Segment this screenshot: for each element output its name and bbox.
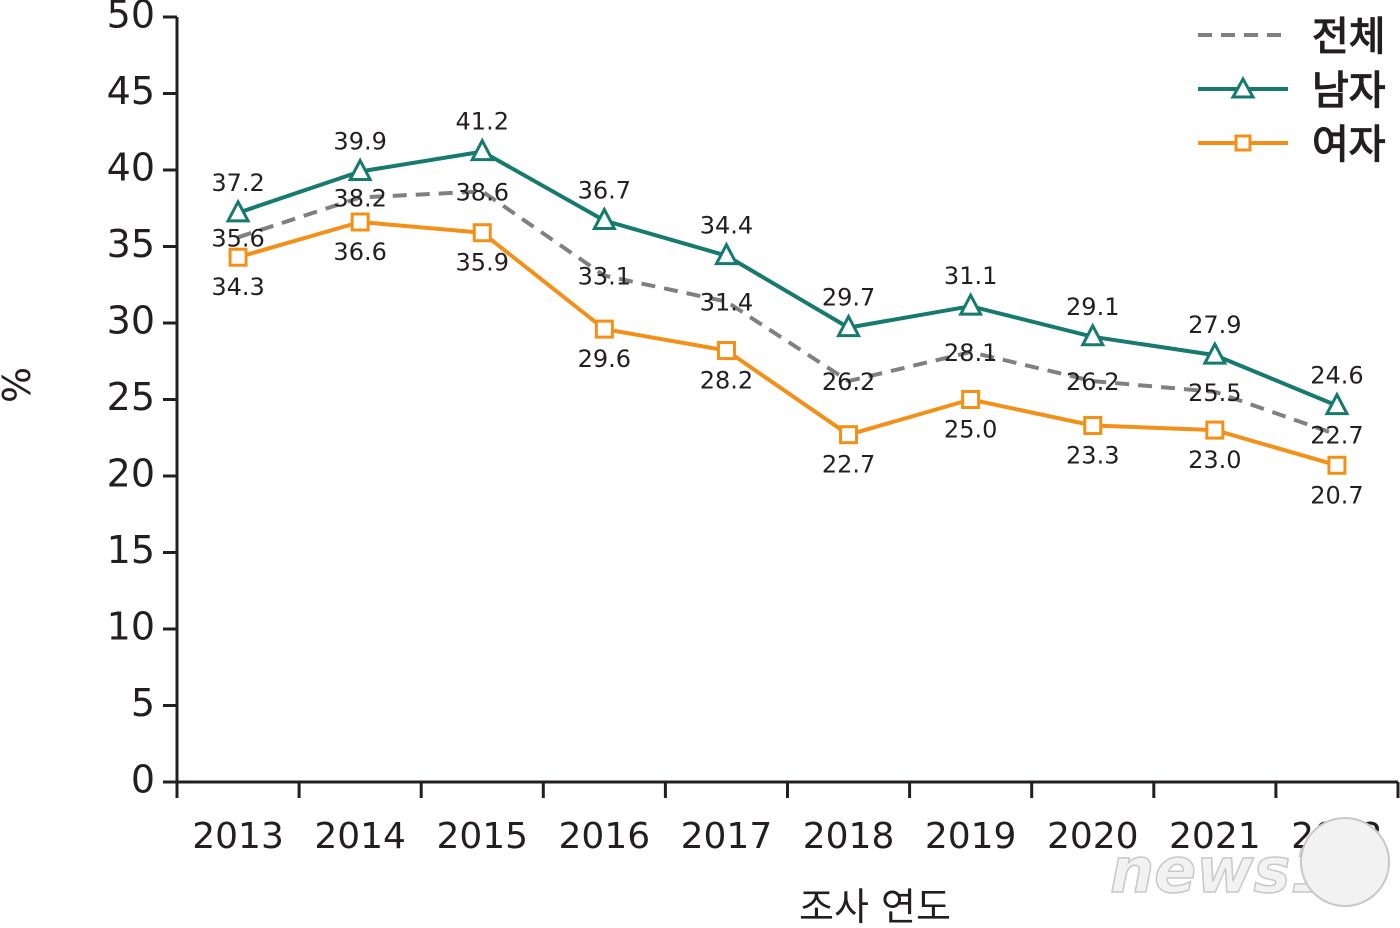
point-female [472,223,492,243]
point-female [1205,420,1225,440]
data-label-female: 29.6 [578,345,631,373]
data-labels: 35.6 38.2 38.6 33.1 31.4 26.2 28.1 26.2 25.5 22.7… [211,108,1363,510]
data-label-female: 25.0 [944,416,997,444]
data-label-total: 31.4 [700,289,753,317]
data-label-male: 41.2 [456,108,509,136]
legend-item-male: 남자 [1198,68,1386,114]
x-tick-label: 2013 [192,816,284,857]
data-label-total: 25.5 [1188,379,1241,407]
point-female [839,425,859,445]
x-tick-label: 2015 [436,816,528,857]
data-label-male: 27.9 [1188,311,1241,339]
x-tick-label: 2016 [559,816,651,857]
x-tick-label: 2014 [314,816,406,857]
news1-logo-text: news1 [1110,834,1334,907]
y-tick-label: 10 [107,605,155,649]
legend-label-total: 전체 [1312,14,1386,60]
point-female [716,341,736,361]
square-marker-icon [1234,134,1252,152]
data-label-male: 24.6 [1310,362,1363,390]
data-label-male: 37.2 [211,169,264,197]
data-label-female: 28.2 [700,367,753,395]
data-label-female: 20.7 [1310,481,1363,509]
y-tick-label: 40 [107,146,155,190]
data-label-female: 23.0 [1188,446,1241,474]
point-female [961,390,981,409]
data-label-female: 35.9 [456,249,509,277]
x-tick-label: 2018 [803,816,895,857]
legend-label-female: 여자 [1312,122,1386,168]
triangle-marker-icon [1230,75,1256,99]
point-male [958,291,984,316]
series-layer [225,137,1350,475]
legend-item-female: 여자 [1198,122,1386,168]
x-tick-label: 2020 [1047,816,1139,857]
data-label-male: 36.7 [578,176,631,204]
point-male [836,313,862,338]
data-label-total: 38.6 [456,178,509,206]
y-tick-label: 35 [107,222,155,266]
legend: 전체 남자 여자 [1198,14,1386,168]
point-female [1327,455,1347,475]
data-label-total: 26.2 [822,368,875,396]
data-label-female: 34.3 [211,273,264,301]
series-line-total [237,189,1338,437]
legend-label-male: 남자 [1312,68,1386,114]
x-axis-title: 조사 연도 [799,885,951,928]
y-tick-label: 30 [107,299,155,343]
point-male [469,137,495,162]
data-label-female: 22.7 [822,451,875,479]
data-label-total: 22.7 [1310,422,1363,450]
x-tick-label: 2021 [1169,816,1261,857]
x-tick-label: 2017 [681,816,773,857]
y-tick-label: 15 [107,528,155,572]
point-male [1080,322,1106,347]
x-tick-label: 2019 [925,816,1017,857]
data-label-male: 29.1 [1066,293,1119,321]
data-label-male: 39.9 [333,128,386,156]
point-male [347,157,373,182]
series-line-female [237,220,1338,468]
y-tick-label: 50 [107,0,155,37]
data-label-total: 33.1 [578,263,631,291]
point-female [594,319,614,339]
data-label-female: 23.3 [1066,442,1119,470]
data-label-male: 29.7 [822,284,875,312]
y-tick-label: 25 [107,375,155,419]
point-female [350,212,370,232]
data-label-male: 34.4 [700,212,753,240]
y-tick-label: 5 [131,681,155,725]
point-male [591,206,617,230]
data-label-total: 26.2 [1066,368,1119,396]
axes: 0 5 10 15 20 25 30 35 40 45 50 2013 2014 2015 2016 2017… [107,0,1400,857]
y-axis-title: % [0,367,39,403]
news1-logo-icon [1300,817,1390,907]
data-label-total: 28.1 [944,339,997,367]
legend-item-total: 전체 [1198,14,1386,60]
point-male [1324,391,1350,416]
data-label-male: 31.1 [944,262,997,290]
series-line-male [237,149,1338,408]
point-male [1202,340,1228,365]
y-tick-label: 0 [131,758,155,802]
point-female [1083,416,1103,436]
point-female [228,247,248,267]
news1-watermark: news1 [1109,817,1390,908]
point-male [713,241,739,266]
point-male [225,198,251,223]
data-label-female: 36.6 [333,238,386,266]
data-label-total: 35.6 [211,224,264,252]
y-tick-label: 45 [107,69,155,113]
data-label-total: 38.2 [333,185,386,213]
y-tick-label: 20 [107,452,155,496]
